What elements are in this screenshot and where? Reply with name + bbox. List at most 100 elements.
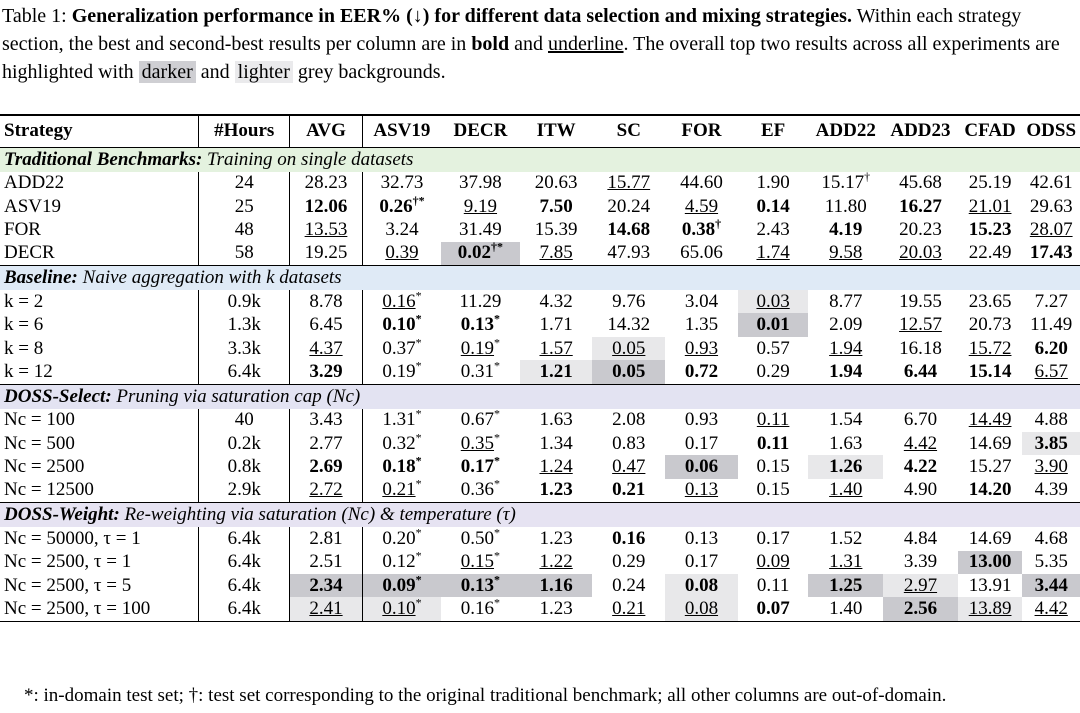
cell-asv19: 3.24 xyxy=(362,218,441,241)
cell-value: 0.21 xyxy=(382,479,416,501)
cell-sc: 0.05 xyxy=(592,360,666,385)
cell-value: 0.38 xyxy=(681,218,716,240)
cell-odss: 4.42 xyxy=(1022,597,1080,622)
table-row: FOR 48 13.53 3.24 31.49 15.39 14.68 0.38† 2.43 4.… xyxy=(0,218,1080,242)
cell-hours: 2.9k xyxy=(198,478,291,503)
cell-value: 0.50 xyxy=(460,527,495,549)
cell-decr: 0.67* xyxy=(441,408,520,432)
cell-add23: 4.42 xyxy=(883,432,958,455)
cell-value: 7.50 xyxy=(539,195,573,217)
cell-value: 3.24 xyxy=(385,218,419,240)
cell-value: 6.57 xyxy=(1034,360,1068,382)
caption-title: Generalization performance in EER% (↓) f… xyxy=(71,5,852,27)
cell-value: 14.20 xyxy=(968,479,1012,501)
cell-odss: 6.57 xyxy=(1022,360,1080,384)
cell-value: 19.55 xyxy=(899,290,942,312)
section-title-bold: DOSS-Select: xyxy=(4,385,112,407)
section-title-bold: Traditional Benchmarks: xyxy=(4,148,203,170)
row-label: Nc = 12500 xyxy=(0,478,200,503)
caption-darker-word: darker xyxy=(138,61,196,83)
cell-value: 15.77 xyxy=(607,172,651,194)
cell-value: 0.67 xyxy=(460,409,495,431)
cell-ef: 0.11 xyxy=(738,432,809,455)
cell-add22: 1.25 xyxy=(808,573,884,598)
cell-value: 1.52 xyxy=(829,527,863,549)
cell-value: 4.42 xyxy=(1034,598,1068,620)
section-header-row: Baseline: Naive aggregation with k datas… xyxy=(0,265,1080,291)
cell-add22: 1.94 xyxy=(808,360,883,384)
cell-marker: † xyxy=(864,169,871,184)
cell-itw: 7.85 xyxy=(520,242,593,266)
cell-value: 0.20 xyxy=(382,527,416,549)
cell-hours: 48 xyxy=(198,218,291,242)
cell-for: 0.38† xyxy=(665,218,738,241)
cell-value: 0.10 xyxy=(382,598,416,620)
cell-value: 14.32 xyxy=(607,314,651,336)
cell-ef: 1.74 xyxy=(738,242,809,266)
cell-value: 9.76 xyxy=(612,290,646,312)
cell-decr: 0.35* xyxy=(441,431,520,455)
cell-asv19: 32.73 xyxy=(362,172,441,195)
cell-avg: 2.34 xyxy=(289,573,363,598)
cell-itw: 1.21 xyxy=(519,360,593,385)
cell-value: 6.4k xyxy=(227,527,261,549)
cell-avg: 13.53 xyxy=(289,218,363,242)
cell-value: 1.3k xyxy=(227,314,261,336)
results-table: Strategy #Hours AVG ASV19 DECR ITW SC FOR EF ADD2… xyxy=(0,114,1080,622)
table-row: k = 8 3.3k 4.37 0.37* 0.19* 1.57 0.05 0.93 0.57 1… xyxy=(0,336,1080,361)
cell-add23: 16.27 xyxy=(883,195,958,218)
cell-sc: 0.05 xyxy=(592,336,666,361)
row-label: Nc = 100 xyxy=(0,408,200,433)
table-row: Nc = 2500, τ = 100 6.4k 2.41 0.10* 0.16* 1.23… xyxy=(0,597,1080,622)
cell-value: 14.68 xyxy=(607,218,651,240)
cell-marker: † xyxy=(715,216,722,231)
cell-value: 37.98 xyxy=(459,172,502,194)
cell-value: 0.09 xyxy=(756,551,790,573)
cell-value: 21.01 xyxy=(968,195,1012,217)
cell-value: 1.74 xyxy=(756,242,790,264)
cell-value: 2.56 xyxy=(903,598,938,620)
cell-add22: 1.26 xyxy=(808,455,884,479)
cell-add23: 12.57 xyxy=(883,313,958,336)
cell-value: 1.24 xyxy=(539,456,573,478)
cell-ef: 0.15 xyxy=(738,455,809,478)
column-header-add23: ADD23 xyxy=(890,120,951,142)
cell-add23: 16.18 xyxy=(883,337,958,360)
row-label: k = 12 xyxy=(0,360,200,385)
cell-marker: * xyxy=(494,548,501,563)
cell-itw: 1.34 xyxy=(520,432,593,455)
cell-itw: 1.24 xyxy=(520,455,593,478)
table-body: Traditional Benchmarks: Training on sing… xyxy=(0,146,1080,622)
cell-value: 25 xyxy=(234,195,254,217)
cell-value: 13.53 xyxy=(304,218,348,240)
cell-value: 0.32 xyxy=(382,432,416,454)
cell-add23: 2.56 xyxy=(883,597,958,622)
cell-value: 25.19 xyxy=(968,172,1012,194)
cell-ef: 0.14 xyxy=(738,195,809,218)
cell-asv19: 0.12* xyxy=(362,550,441,574)
cell-sc: 0.21 xyxy=(592,597,666,622)
cell-value: 0.83 xyxy=(612,432,646,454)
cell-hours: 40 xyxy=(198,408,291,433)
cell-decr: 31.49 xyxy=(441,218,520,241)
cell-value: 1.90 xyxy=(756,172,790,194)
cell-for: 0.93 xyxy=(665,409,738,432)
cell-cfad: 23.65 xyxy=(958,290,1023,313)
cell-add23: 20.23 xyxy=(883,218,958,241)
cell-value: 2.41 xyxy=(309,598,343,620)
cell-value: 14.49 xyxy=(968,409,1012,431)
cell-value: 4.88 xyxy=(1034,409,1068,431)
cell-add22: 1.31 xyxy=(808,551,883,574)
cell-value: 3.90 xyxy=(1034,456,1068,478)
section-header-row: DOSS-Select: Pruning via saturation cap … xyxy=(0,383,1080,409)
cell-decr: 0.16* xyxy=(441,597,520,622)
cell-value: 1.40 xyxy=(829,598,863,620)
cell-add22: 2.09 xyxy=(808,313,883,336)
row-label: k = 8 xyxy=(0,336,200,361)
cell-asv19: 0.39 xyxy=(362,242,441,266)
cell-ef: 0.09 xyxy=(738,551,809,574)
cell-add23: 3.39 xyxy=(883,551,958,574)
cell-value: 0.05 xyxy=(612,360,646,382)
cell-value: 47.93 xyxy=(607,242,651,264)
cell-value: 0.8k xyxy=(227,456,261,478)
